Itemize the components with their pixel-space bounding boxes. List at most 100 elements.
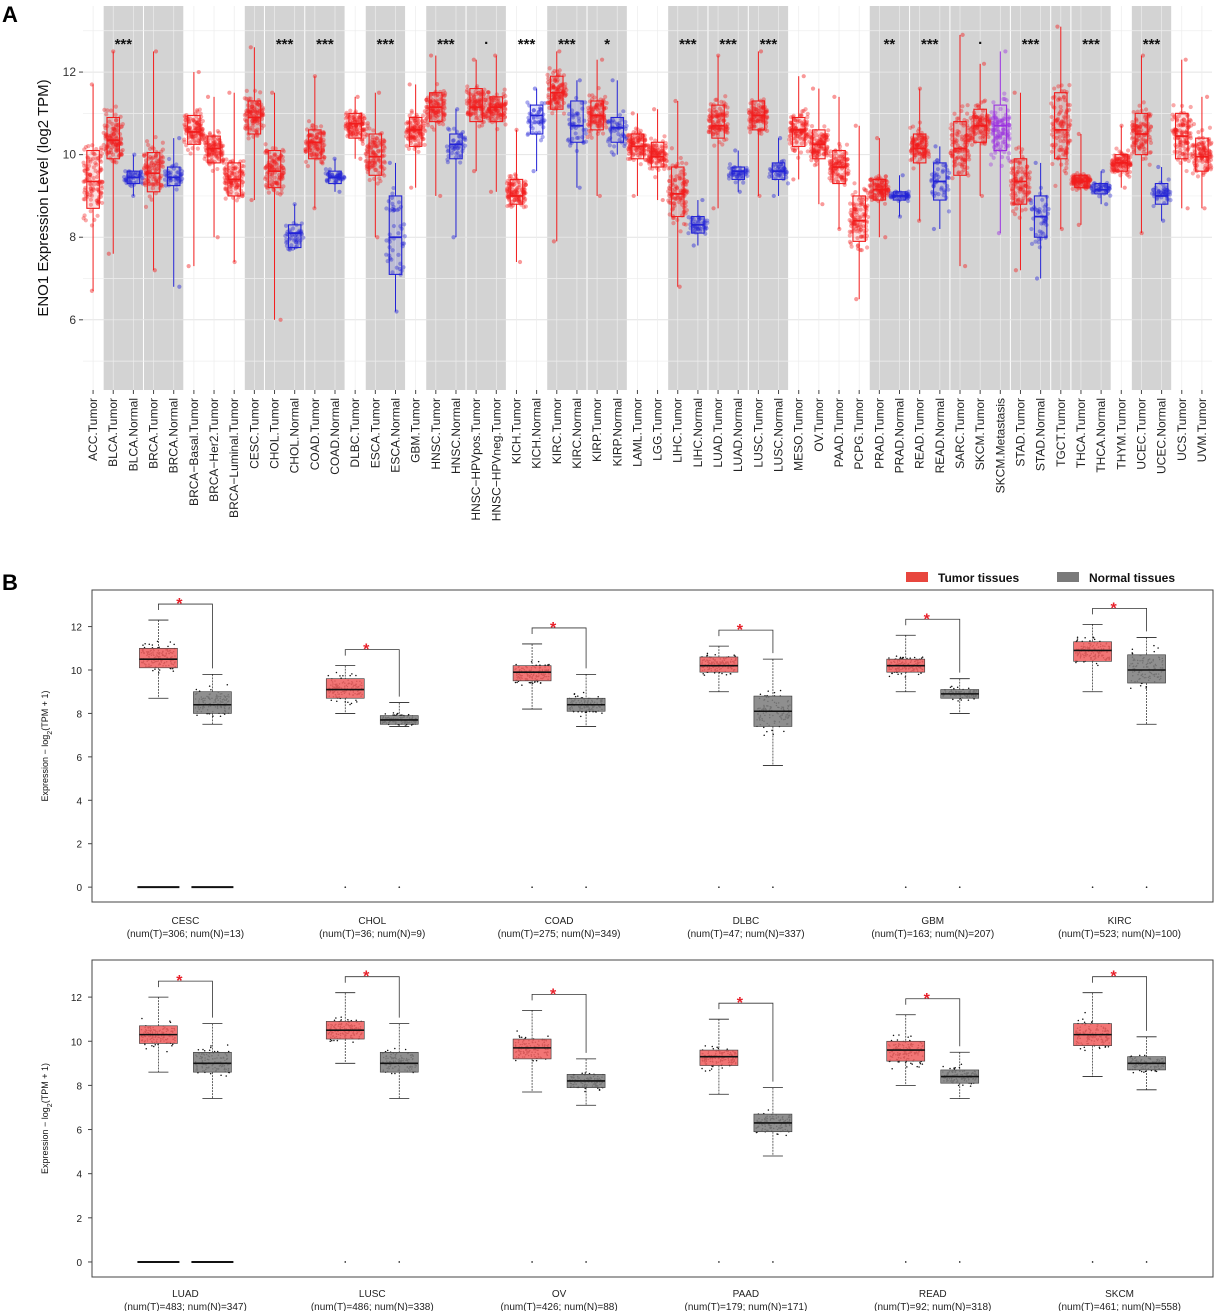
point-max — [355, 94, 360, 99]
point — [108, 108, 114, 113]
point-min — [962, 264, 968, 269]
point — [87, 174, 92, 179]
point — [89, 193, 94, 198]
point — [154, 179, 159, 184]
point — [564, 87, 569, 93]
point — [100, 179, 105, 185]
point — [363, 159, 368, 164]
point — [182, 125, 188, 130]
point — [190, 135, 195, 140]
point — [111, 131, 116, 137]
point — [109, 140, 114, 146]
point — [946, 187, 951, 192]
point — [119, 152, 124, 157]
point — [1037, 245, 1042, 250]
point — [194, 108, 200, 113]
point — [727, 165, 732, 171]
shaded-group-18 — [748, 6, 789, 390]
point — [113, 143, 119, 148]
point — [153, 155, 158, 160]
point — [110, 126, 115, 131]
shaded-group-11 — [466, 6, 506, 390]
point — [1064, 161, 1069, 166]
point — [1059, 83, 1064, 88]
point — [281, 170, 287, 175]
shaded-group-22 — [910, 6, 950, 390]
point — [119, 152, 124, 157]
point — [967, 157, 972, 162]
point — [1143, 107, 1149, 112]
point — [82, 147, 87, 152]
point — [678, 155, 683, 161]
point — [82, 190, 87, 195]
point-min — [358, 156, 363, 161]
point — [454, 129, 460, 134]
point — [147, 146, 153, 151]
point — [159, 153, 164, 159]
point — [192, 123, 197, 128]
point — [152, 175, 157, 180]
point — [152, 166, 157, 171]
point — [747, 130, 753, 135]
point — [108, 147, 113, 152]
point-min — [249, 197, 254, 203]
point-min — [1034, 276, 1040, 281]
point — [240, 193, 245, 198]
point — [617, 112, 623, 117]
point — [82, 213, 87, 218]
point — [252, 88, 258, 93]
point — [195, 120, 201, 125]
point — [509, 173, 514, 179]
point — [965, 103, 970, 108]
point — [1027, 170, 1032, 175]
point — [445, 160, 450, 165]
point — [110, 121, 115, 127]
point — [81, 179, 86, 184]
point — [1017, 215, 1022, 220]
point — [562, 93, 568, 98]
point — [162, 172, 168, 177]
point — [93, 160, 98, 166]
point — [384, 238, 389, 243]
point-min — [820, 202, 825, 207]
point — [150, 181, 155, 186]
point-max — [196, 69, 201, 75]
point — [348, 108, 353, 113]
point — [864, 188, 869, 193]
point-max — [270, 90, 275, 95]
point — [106, 150, 112, 155]
point — [193, 140, 198, 145]
shaded-group-31 — [1131, 6, 1172, 390]
point — [244, 88, 249, 93]
point — [107, 119, 112, 124]
point — [192, 138, 197, 144]
point — [1002, 91, 1007, 96]
point — [847, 217, 852, 223]
point — [149, 156, 154, 161]
point — [91, 156, 96, 161]
point — [142, 178, 147, 183]
point — [191, 117, 196, 123]
point-max — [387, 160, 392, 166]
points-BRCA.Normal — [162, 136, 185, 289]
point — [179, 169, 185, 174]
point — [102, 146, 107, 152]
point — [142, 167, 147, 172]
point — [200, 133, 206, 138]
point — [151, 163, 156, 168]
point-min — [631, 193, 636, 199]
point — [100, 180, 105, 185]
point — [223, 196, 228, 201]
point-max — [599, 57, 605, 62]
point — [612, 144, 617, 149]
point — [151, 177, 156, 182]
point — [501, 91, 506, 96]
point — [98, 190, 104, 195]
point-max — [673, 98, 678, 104]
point — [187, 125, 192, 130]
point — [88, 157, 93, 162]
point — [1068, 118, 1073, 123]
point — [102, 123, 107, 128]
point — [89, 182, 94, 187]
point — [808, 129, 813, 134]
